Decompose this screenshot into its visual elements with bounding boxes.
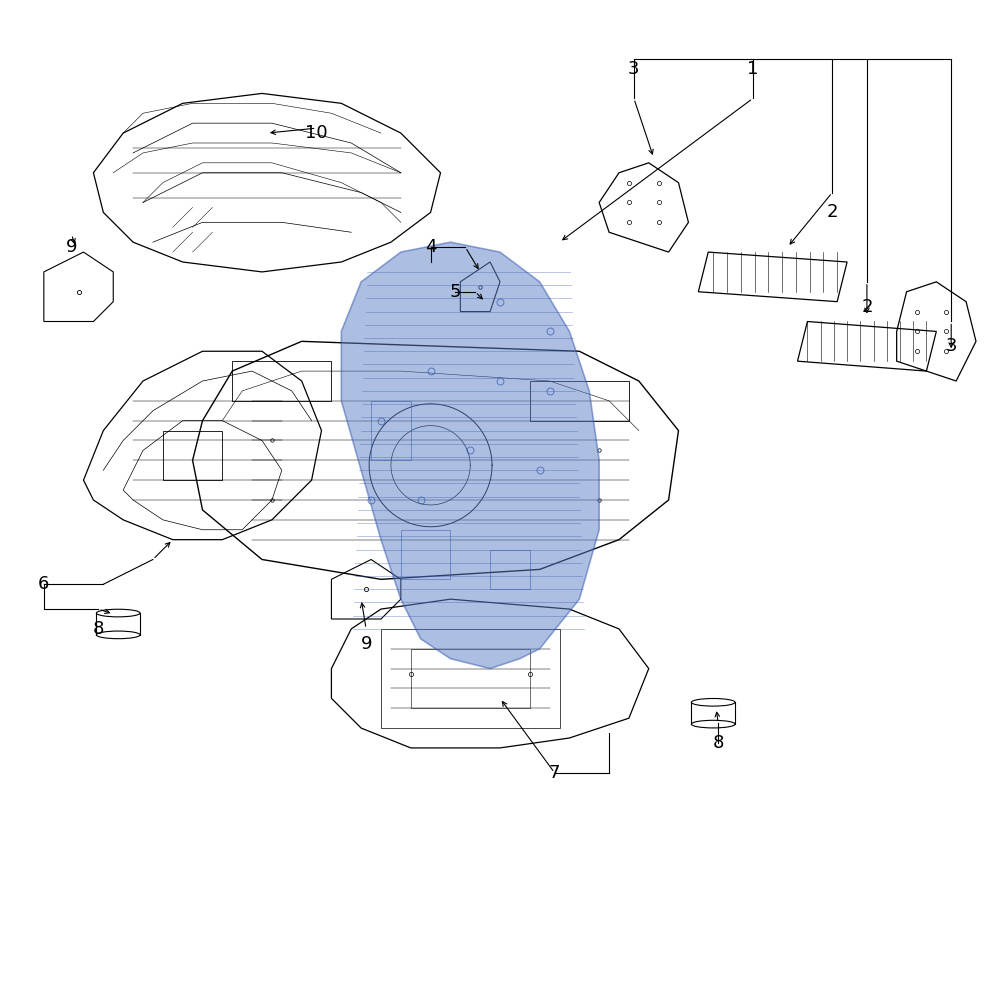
Text: 6: 6 [38, 575, 50, 593]
Bar [371, 401, 411, 460]
Text: 2: 2 [861, 298, 873, 316]
Text: 1: 1 [747, 60, 759, 78]
Ellipse shape [691, 720, 735, 728]
Text: 5: 5 [450, 283, 461, 301]
Text: 9: 9 [360, 635, 372, 653]
Text: 8: 8 [93, 620, 104, 638]
Text: 7: 7 [549, 764, 560, 782]
Polygon shape [341, 242, 599, 669]
Text: 3: 3 [628, 60, 640, 78]
Text: 8: 8 [712, 734, 724, 752]
Text: 10: 10 [305, 124, 328, 142]
Ellipse shape [96, 609, 140, 617]
Bar [490, 550, 530, 589]
Text: 9: 9 [66, 238, 77, 256]
Ellipse shape [691, 698, 735, 706]
Text: 2: 2 [826, 203, 838, 221]
Text: 3: 3 [945, 337, 957, 355]
Text: 4: 4 [425, 238, 436, 256]
Bar [401, 530, 450, 579]
Ellipse shape [96, 631, 140, 639]
